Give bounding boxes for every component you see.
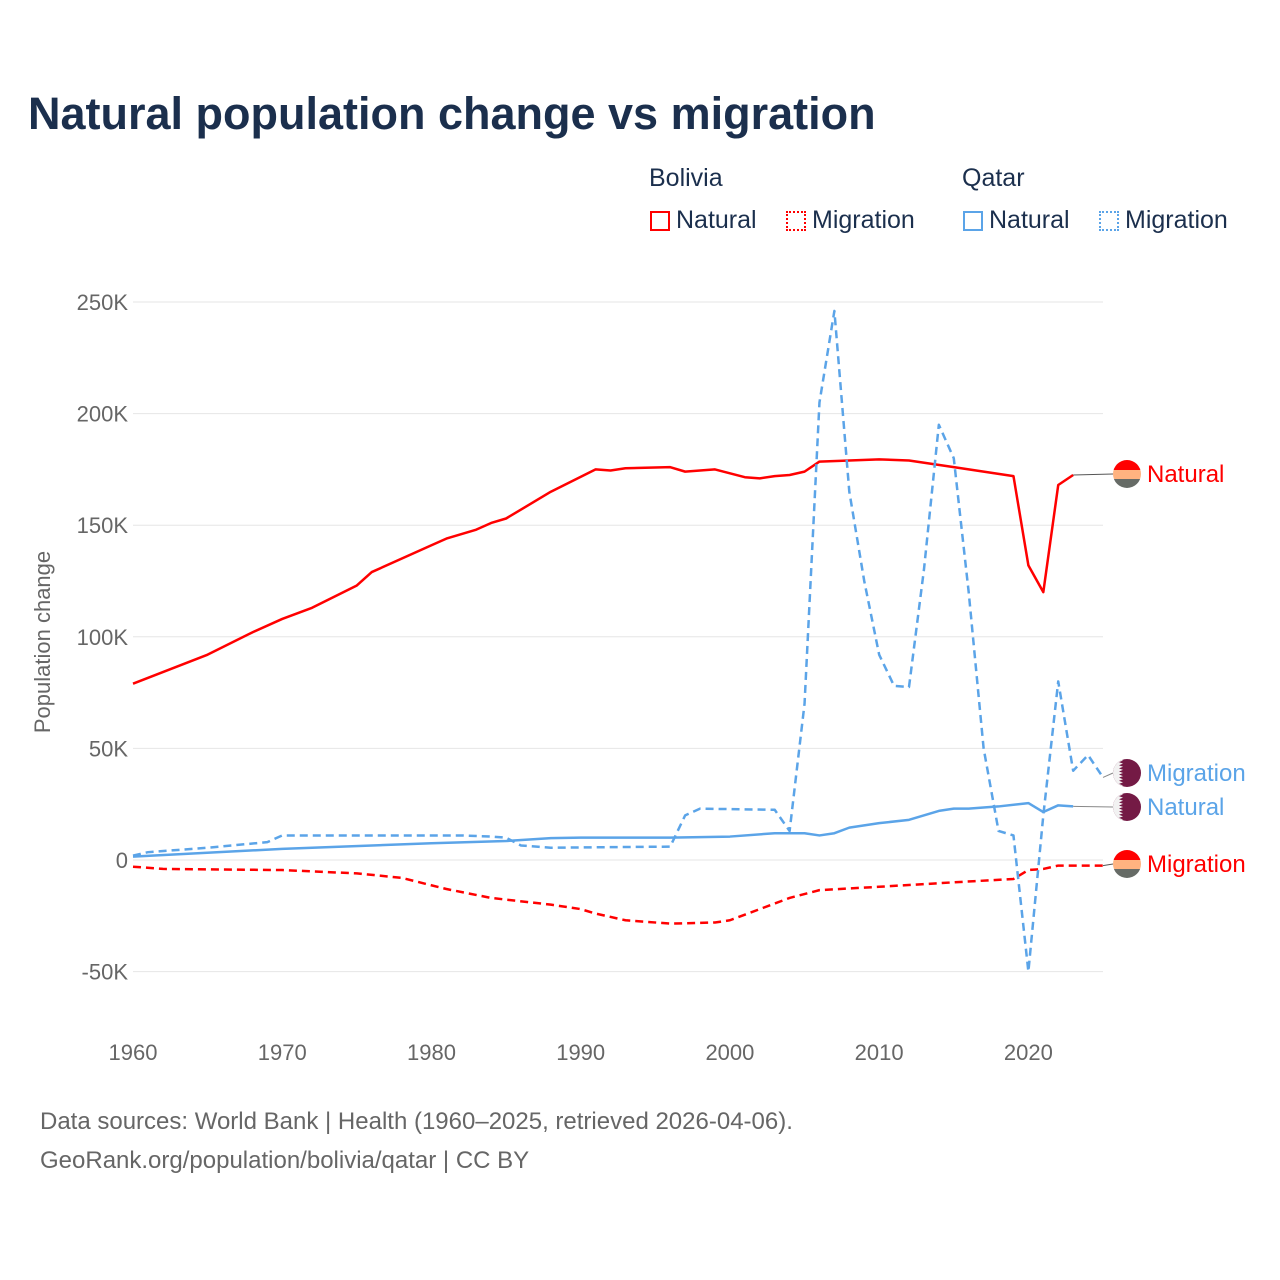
legend-group-bolivia: Bolivia [649, 164, 723, 192]
flag-stripe-gray [1113, 479, 1141, 488]
legend-label: Natural [676, 206, 757, 234]
bolivia-flag-icon [1113, 850, 1141, 878]
flag-serration [1113, 759, 1123, 787]
flag-stripe-peach [1113, 470, 1141, 479]
qatar-flag-icon [1113, 793, 1141, 821]
y-tick-label: 50K [89, 736, 128, 761]
label-connector [1073, 473, 1114, 476]
end-label: Natural [1147, 794, 1224, 821]
y-tick-label: 250K [77, 290, 129, 315]
flag-serration [1113, 793, 1123, 821]
end-label: Migration [1147, 851, 1246, 878]
flag-stripes [1113, 850, 1141, 878]
y-tick-label: 0 [116, 848, 128, 873]
legend-swatch-solid [650, 210, 670, 231]
legend-label: Natural [989, 206, 1070, 234]
flag-field [1113, 759, 1141, 787]
label-connector [1102, 863, 1114, 867]
series-line-bolivia-natural [132, 458, 1074, 685]
legend-qatar-migration[interactable]: Migration [1099, 206, 1228, 235]
x-tick-label: 2020 [1004, 1040, 1053, 1065]
flag-stripe-red [1113, 850, 1141, 860]
series-line-qatar-natural [132, 801, 1074, 858]
y-tick-label: 200K [77, 402, 129, 427]
y-tick-label: 100K [77, 625, 129, 650]
x-tick-label: 2010 [855, 1040, 904, 1065]
label-connector [1073, 805, 1114, 808]
legend-label: Migration [1125, 206, 1228, 234]
legend-group-qatar: Qatar [962, 164, 1025, 192]
series-line-bolivia-migration [132, 864, 1103, 925]
legend-qatar-natural[interactable]: Natural [963, 206, 1070, 235]
flag-stripe-red [1113, 460, 1141, 470]
x-tick-label: 1980 [407, 1040, 456, 1065]
footer-sources: Data sources: World Bank | Health (1960–… [40, 1108, 793, 1135]
qatar-flag-icon [1113, 759, 1141, 787]
y-tick-label: -50K [82, 960, 129, 985]
end-label: Migration [1147, 760, 1246, 787]
x-tick-label: 1960 [109, 1040, 158, 1065]
y-tick-label: 150K [77, 513, 129, 538]
legend-swatch-solid [963, 210, 983, 231]
legend-swatch-dotted [786, 210, 806, 231]
flag-stripe-peach [1113, 860, 1141, 869]
bolivia-flag-icon [1113, 460, 1141, 488]
flag-field [1113, 793, 1141, 821]
legend-label: Migration [812, 206, 915, 234]
legend-bolivia-natural[interactable]: Natural [650, 206, 757, 235]
footer-link[interactable]: GeoRank.org/population/bolivia/qatar | C… [40, 1147, 530, 1174]
x-tick-label: 2000 [705, 1040, 754, 1065]
y-axis-label: Population change [30, 551, 55, 733]
end-label: Natural [1147, 461, 1224, 488]
x-tick-label: 1970 [258, 1040, 307, 1065]
x-tick-label: 1990 [556, 1040, 605, 1065]
legend-bolivia-migration[interactable]: Migration [786, 206, 915, 235]
flag-stripe-gray [1113, 869, 1141, 878]
chart-title: Natural population change vs migration [28, 88, 876, 139]
label-connector [1102, 772, 1114, 778]
flag-stripes [1113, 460, 1141, 488]
series-line-qatar-migration [132, 309, 1105, 973]
legend-swatch-dotted [1099, 210, 1119, 231]
